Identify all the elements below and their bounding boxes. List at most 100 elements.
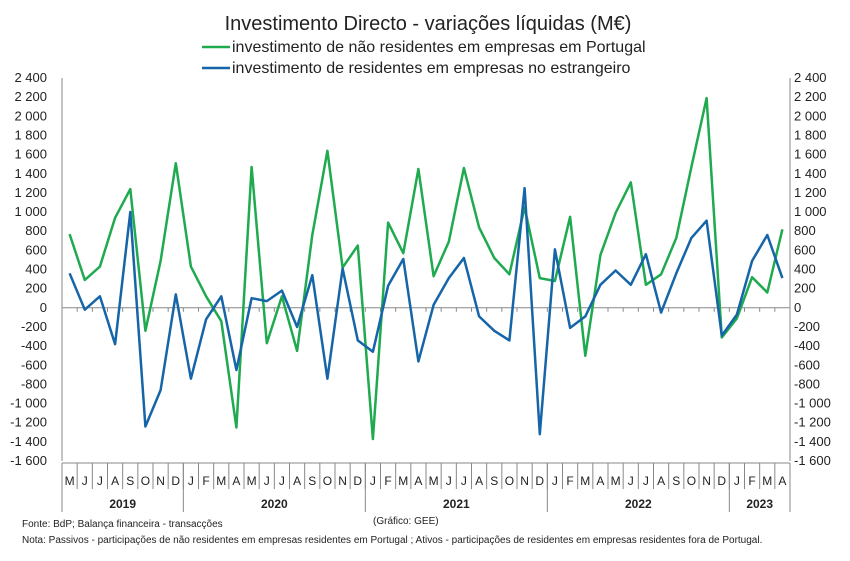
y-tick-right: 800 xyxy=(794,223,816,238)
month-label: A xyxy=(778,474,786,488)
legend-label-0: investimento de não residentes em empres… xyxy=(232,39,646,56)
y-tick-left: 1 600 xyxy=(14,147,47,162)
y-tick-right: 0 xyxy=(794,300,801,315)
y-tick-right: 1 000 xyxy=(794,204,827,219)
month-label: A xyxy=(232,474,240,488)
y-tick-left: 2 400 xyxy=(14,70,47,85)
month-label: J xyxy=(461,474,467,488)
series-line-0 xyxy=(68,96,784,441)
y-tick-right: -1 600 xyxy=(794,453,831,468)
y-tick-left: 400 xyxy=(25,262,47,277)
month-label: J xyxy=(552,474,558,488)
year-label: 2022 xyxy=(625,497,652,511)
y-tick-left: 200 xyxy=(25,281,47,296)
y-tick-left: 1 000 xyxy=(14,204,47,219)
month-label: M xyxy=(429,474,439,488)
month-label: J xyxy=(279,474,285,488)
month-label: D xyxy=(535,474,544,488)
y-tick-right: 1 200 xyxy=(794,185,827,200)
y-tick-right: -1 400 xyxy=(794,434,831,449)
month-label: O xyxy=(141,474,150,488)
month-label: S xyxy=(490,474,498,488)
month-label: N xyxy=(702,474,711,488)
y-tick-right: 1 800 xyxy=(794,127,827,142)
month-label: O xyxy=(323,474,332,488)
chart-title: Investimento Directo - variações líquida… xyxy=(225,13,632,35)
month-label: N xyxy=(156,474,165,488)
y-axis-left: 2 400 2 200 2 000 1 800 1 600 1 400 1 200 1 000… xyxy=(10,70,63,468)
month-label: J xyxy=(643,474,649,488)
month-label: D xyxy=(353,474,362,488)
month-label: F xyxy=(566,474,573,488)
y-tick-right: 200 xyxy=(794,281,816,296)
month-label: A xyxy=(596,474,604,488)
y-tick-left: -400 xyxy=(21,338,47,353)
year-label: 2020 xyxy=(261,497,288,511)
y-tick-right: 1 400 xyxy=(794,166,827,181)
y-tick-left: -1 600 xyxy=(10,453,47,468)
y-tick-right: -600 xyxy=(794,357,820,372)
month-label: J xyxy=(446,474,452,488)
month-label: A xyxy=(293,474,301,488)
month-label: J xyxy=(264,474,270,488)
direct-investment-chart: Investimento Directo - variações líquida… xyxy=(10,13,831,512)
y-tick-right: -400 xyxy=(794,338,820,353)
y-tick-right: 1 600 xyxy=(794,147,827,162)
y-tick-left: -1 400 xyxy=(10,434,47,449)
month-label: M xyxy=(247,474,257,488)
month-label: F xyxy=(384,474,391,488)
y-tick-left: 600 xyxy=(25,242,47,257)
y-axis-right: 2 400 2 200 2 000 1 800 1 600 1 400 1 200 1 000… xyxy=(789,70,831,468)
legend-label-1: investimento de residentes em empresas n… xyxy=(232,60,631,77)
footer-source: Fonte: BdP; Balança financeira - transac… xyxy=(22,519,223,530)
month-label: J xyxy=(628,474,634,488)
y-tick-left: 1 200 xyxy=(14,185,47,200)
y-tick-left: -1 200 xyxy=(10,415,47,430)
month-label: A xyxy=(657,474,665,488)
month-label: F xyxy=(748,474,755,488)
legend: investimento de não residentes em empres… xyxy=(202,39,646,77)
month-label: M xyxy=(580,474,590,488)
series-line-1 xyxy=(68,186,784,436)
month-label: J xyxy=(97,474,103,488)
y-tick-left: -1 000 xyxy=(10,396,47,411)
month-label: D xyxy=(171,474,180,488)
y-tick-left: 0 xyxy=(40,300,47,315)
month-label: N xyxy=(338,474,347,488)
y-tick-left: -800 xyxy=(21,376,47,391)
month-label: A xyxy=(475,474,483,488)
y-tick-right: 2 200 xyxy=(794,89,827,104)
footer-credit: (Gráfico: GEE) xyxy=(373,516,439,527)
month-label: S xyxy=(672,474,680,488)
month-label: S xyxy=(126,474,134,488)
y-tick-right: -200 xyxy=(794,319,820,334)
month-label: F xyxy=(202,474,209,488)
year-label: 2021 xyxy=(443,497,470,511)
month-label: N xyxy=(520,474,529,488)
month-label: M xyxy=(398,474,408,488)
month-label: O xyxy=(687,474,696,488)
year-label: 2019 xyxy=(109,497,136,511)
y-tick-left: 1 400 xyxy=(14,166,47,181)
y-tick-right: 600 xyxy=(794,242,816,257)
series-lines xyxy=(68,96,784,441)
y-tick-left: 1 800 xyxy=(14,127,47,142)
y-tick-left: 2 200 xyxy=(14,89,47,104)
month-label: J xyxy=(734,474,740,488)
month-label: D xyxy=(717,474,726,488)
month-label: M xyxy=(65,474,75,488)
month-label: S xyxy=(308,474,316,488)
month-label: M xyxy=(611,474,621,488)
month-label: J xyxy=(188,474,194,488)
y-tick-left: -200 xyxy=(21,319,47,334)
month-label: M xyxy=(216,474,226,488)
y-tick-right: -1 000 xyxy=(794,396,831,411)
month-label: O xyxy=(505,474,514,488)
y-tick-right: 400 xyxy=(794,262,816,277)
month-label: A xyxy=(111,474,119,488)
footer-note: Nota: Passivos - participações de não re… xyxy=(22,535,763,546)
month-label: J xyxy=(82,474,88,488)
y-tick-right: -800 xyxy=(794,376,820,391)
month-label: J xyxy=(370,474,376,488)
